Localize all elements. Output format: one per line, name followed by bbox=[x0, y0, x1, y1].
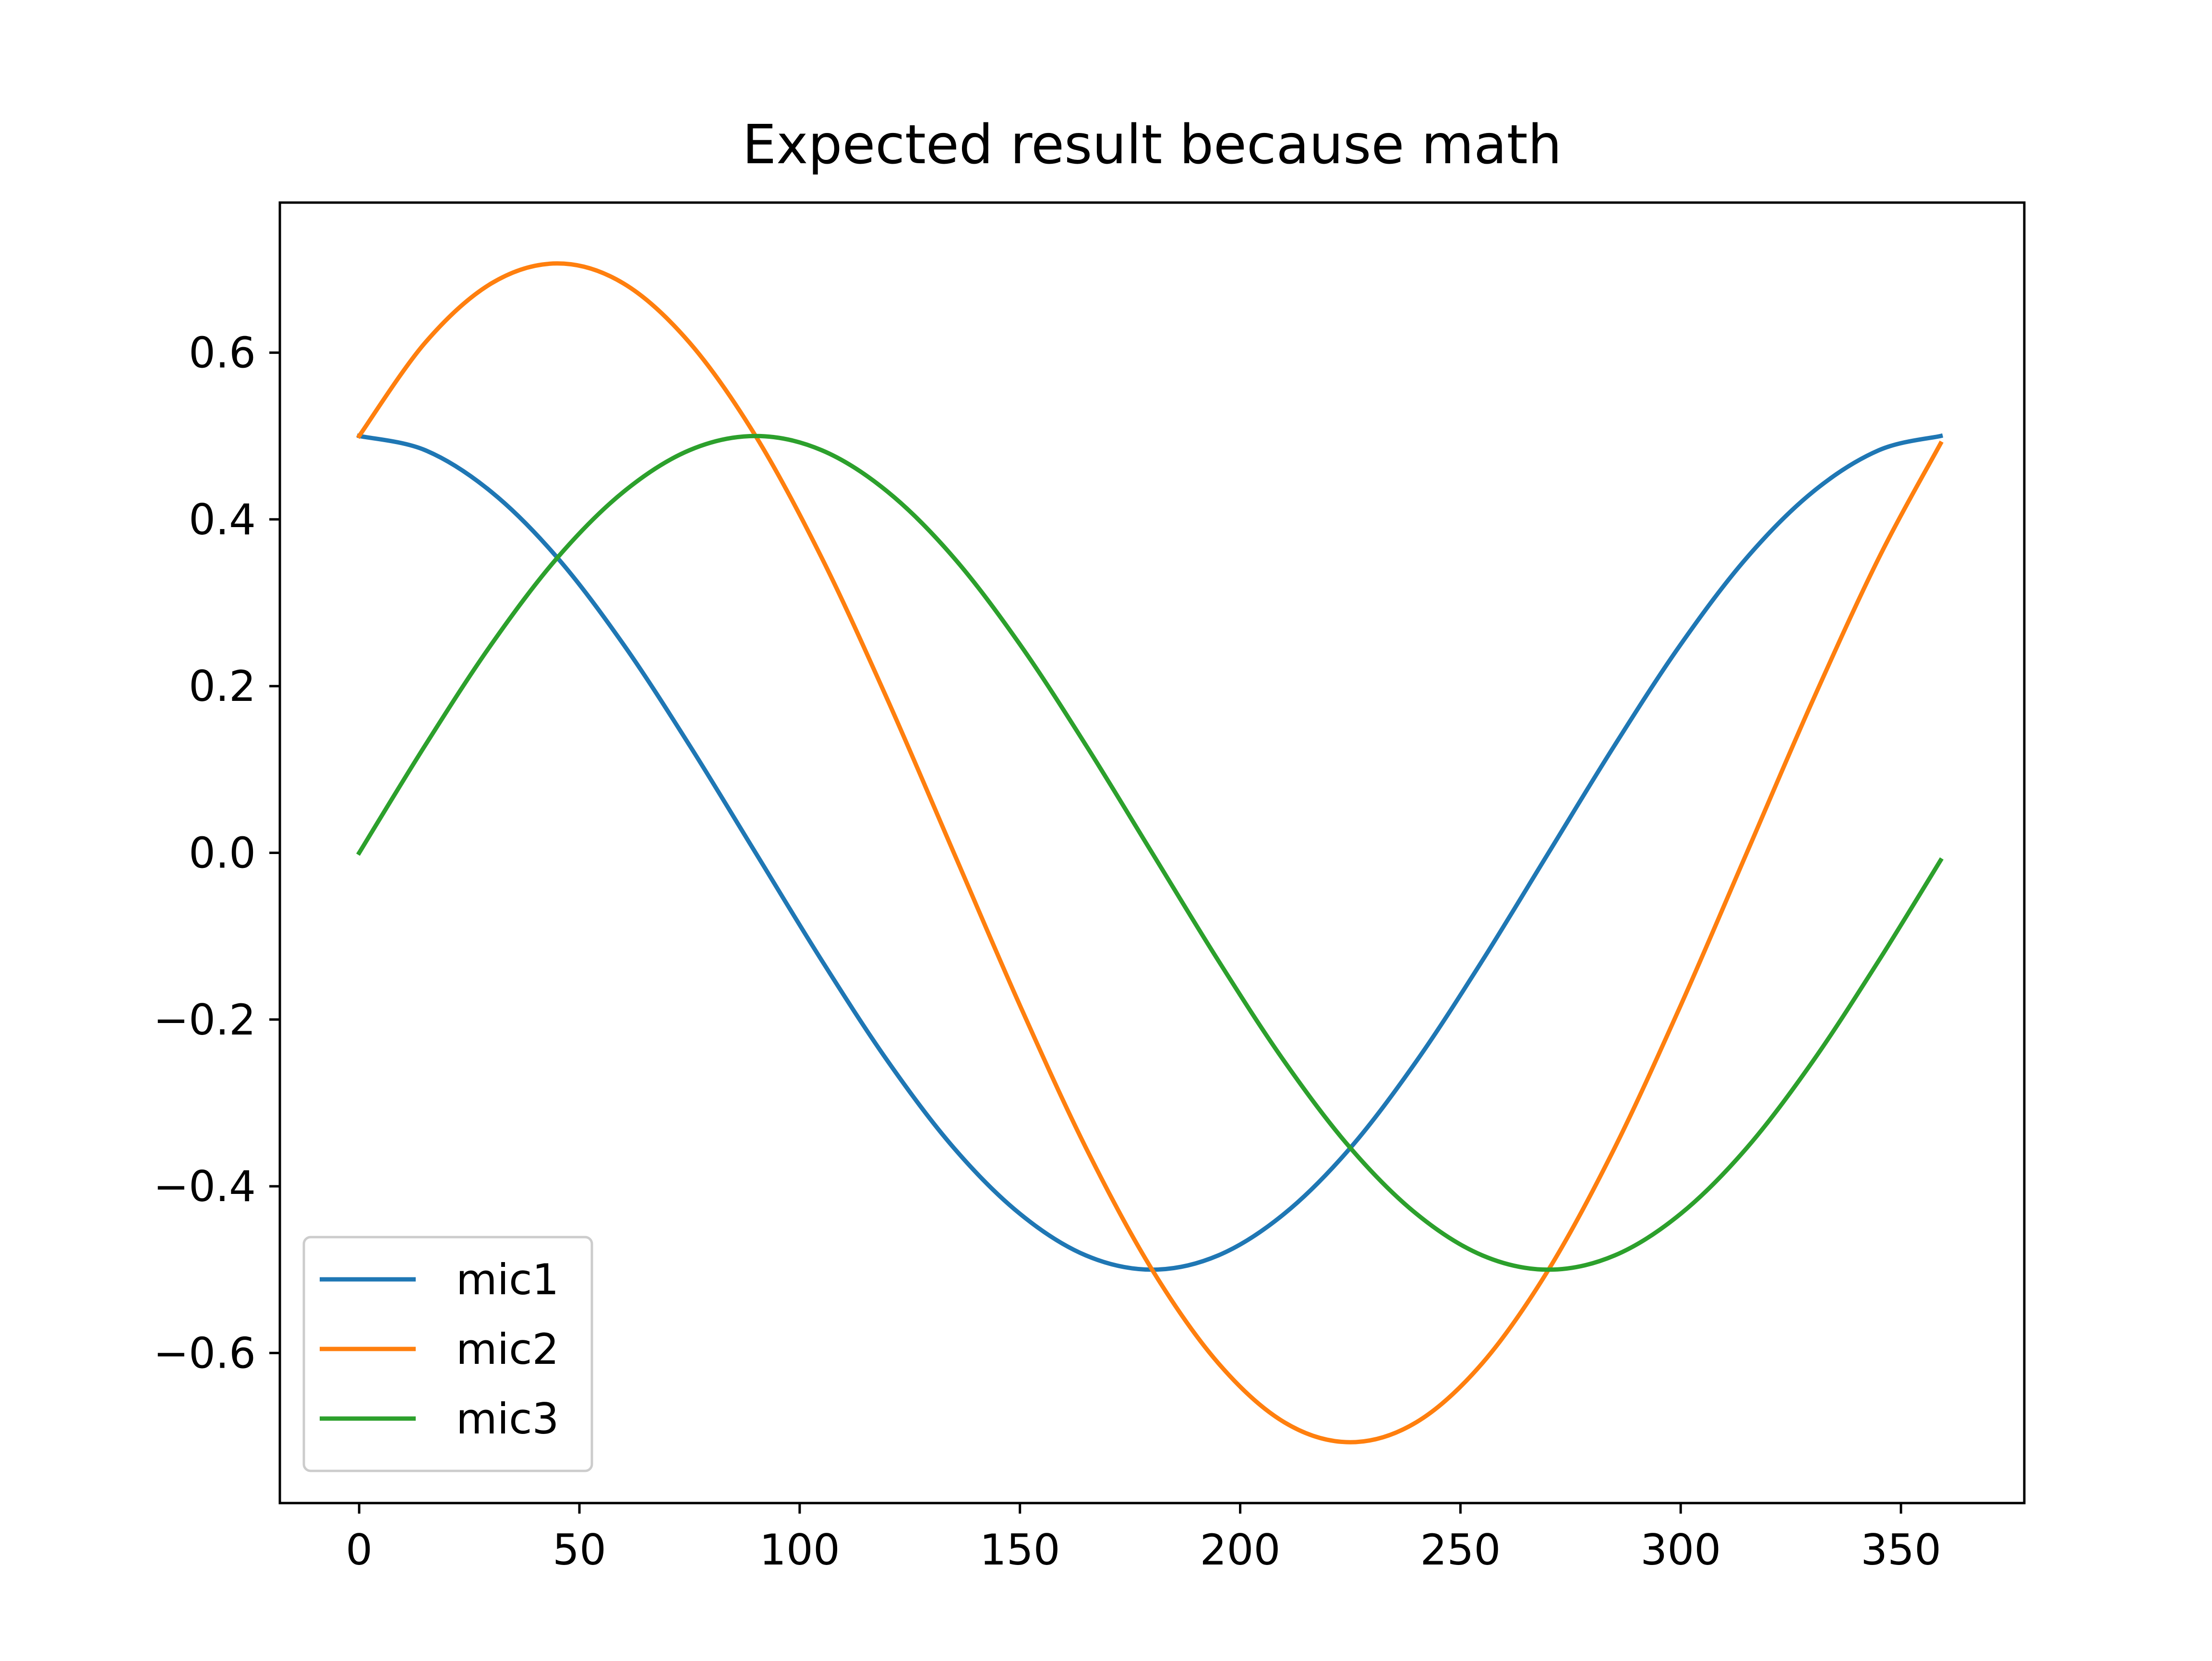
y-tick-label: 0.2 bbox=[189, 662, 256, 711]
x-tick-label: 200 bbox=[1200, 1525, 1281, 1575]
series-line-mic3 bbox=[356, 433, 1944, 1272]
y-tick-label: −0.6 bbox=[153, 1328, 256, 1378]
axes-layer: 0 50 100 150 200 250 300 350 −0.6 −0.4 −0.2 0.0 0.2 0… bbox=[153, 328, 1941, 1575]
chart-title: Expected result because math bbox=[742, 114, 1562, 176]
legend: mic1 mic2 mic3 bbox=[302, 1236, 593, 1472]
x-tick-label: 300 bbox=[1640, 1525, 1721, 1575]
y-tick-label: −0.4 bbox=[153, 1162, 256, 1211]
x-tick-label: 150 bbox=[980, 1525, 1060, 1575]
legend-label-mic2: mic2 bbox=[456, 1324, 559, 1374]
y-tick-label: 0.0 bbox=[189, 829, 256, 878]
x-tick-label: 100 bbox=[759, 1525, 840, 1575]
x-tick-label: 250 bbox=[1420, 1525, 1501, 1575]
y-tick-label: −0.2 bbox=[153, 995, 256, 1045]
y-tick-label: 0.6 bbox=[189, 328, 256, 378]
x-tick-label: 0 bbox=[346, 1525, 373, 1575]
plot-layer bbox=[356, 261, 1944, 1444]
legend-label-mic1: mic1 bbox=[456, 1255, 559, 1304]
legend-label-mic3: mic3 bbox=[456, 1394, 559, 1444]
legend-box bbox=[302, 1236, 593, 1472]
y-tick-label: 0.4 bbox=[189, 495, 256, 544]
series-line-mic2 bbox=[356, 261, 1944, 1444]
x-tick-label: 350 bbox=[1861, 1525, 1941, 1575]
x-tick-label: 50 bbox=[553, 1525, 606, 1575]
